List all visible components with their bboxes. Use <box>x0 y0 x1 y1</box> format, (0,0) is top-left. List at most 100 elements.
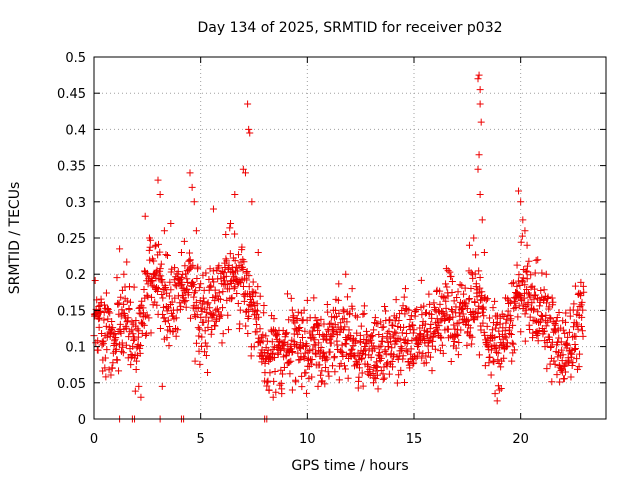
data-point <box>123 297 131 305</box>
data-point <box>355 373 363 381</box>
data-point <box>104 305 112 313</box>
data-point <box>379 375 387 383</box>
data-point <box>462 300 470 308</box>
data-point <box>285 358 293 366</box>
data-point <box>122 324 130 332</box>
data-point <box>195 284 203 292</box>
data-point <box>465 296 473 304</box>
y-tick-label: 0.15 <box>57 304 86 319</box>
data-point <box>234 251 242 259</box>
data-point <box>434 318 442 326</box>
data-point <box>202 313 210 321</box>
data-point <box>245 312 253 320</box>
data-point <box>267 349 275 357</box>
data-point <box>549 318 557 326</box>
data-point <box>94 346 102 354</box>
data-point <box>97 307 105 315</box>
data-point <box>355 364 363 372</box>
data-point <box>521 227 529 235</box>
data-point <box>476 100 484 108</box>
data-point <box>341 340 349 348</box>
data-point <box>444 292 452 300</box>
data-point <box>159 294 167 302</box>
data-point <box>460 290 468 298</box>
data-point <box>181 298 189 306</box>
data-point <box>280 345 288 353</box>
y-tick-labels: 0 0.05 0.1 0.15 0.2 0.25 0.3 0.35 0.4 0.45 0.5 <box>57 51 86 428</box>
data-point <box>190 198 198 206</box>
data-point <box>565 358 573 366</box>
data-point <box>117 293 125 301</box>
data-point <box>542 270 550 278</box>
data-point <box>337 319 345 327</box>
data-point <box>113 274 121 282</box>
data-point <box>140 286 148 294</box>
data-point <box>166 278 174 286</box>
data-point <box>174 268 182 276</box>
data-point <box>474 75 482 83</box>
data-point <box>260 309 268 317</box>
data-point <box>286 370 294 378</box>
data-point <box>272 332 280 340</box>
y-tick-label: 0 <box>78 413 86 428</box>
data-point <box>105 308 113 316</box>
data-point <box>513 282 521 290</box>
data-point <box>494 356 502 364</box>
data-point <box>548 378 556 386</box>
data-point <box>475 151 483 159</box>
data-point <box>428 367 436 375</box>
data-point <box>138 297 146 305</box>
data-point <box>467 285 475 293</box>
data-point <box>211 322 219 330</box>
data-point <box>226 250 234 258</box>
data-point <box>497 363 505 371</box>
data-point <box>152 241 160 249</box>
data-point <box>292 378 300 386</box>
data-point <box>407 345 415 353</box>
data-point <box>199 294 207 302</box>
x-tick-label: 15 <box>406 432 423 447</box>
data-point <box>206 304 214 312</box>
data-point <box>560 375 568 383</box>
data-point <box>385 370 393 378</box>
data-point <box>442 280 450 288</box>
data-point <box>534 256 542 264</box>
data-point <box>450 337 458 345</box>
data-point <box>110 337 118 345</box>
data-point <box>351 353 359 361</box>
data-point <box>514 313 522 321</box>
data-point <box>171 264 179 272</box>
data-point <box>302 369 310 377</box>
data-point <box>491 334 499 342</box>
data-point <box>393 379 401 387</box>
grid-layer <box>94 57 606 419</box>
data-point <box>426 325 434 333</box>
data-point <box>185 288 193 296</box>
data-point <box>386 333 394 341</box>
data-point <box>488 326 496 334</box>
data-point <box>377 318 385 326</box>
data-point <box>219 330 227 338</box>
data-point <box>314 321 322 329</box>
data-point <box>534 337 542 345</box>
data-point <box>216 295 224 303</box>
data-point <box>502 319 510 327</box>
data-point <box>448 288 456 296</box>
data-point <box>189 281 197 289</box>
data-point <box>538 312 546 320</box>
data-point <box>367 353 375 361</box>
data-point <box>98 329 106 337</box>
data-point <box>262 332 270 340</box>
data-point <box>438 341 446 349</box>
data-point <box>524 262 532 270</box>
data-point <box>362 327 370 335</box>
data-point <box>186 169 194 177</box>
data-point <box>399 352 407 360</box>
data-point <box>107 371 115 379</box>
data-point <box>145 314 153 322</box>
data-point <box>506 329 514 337</box>
data-point <box>165 342 173 350</box>
data-point <box>448 277 456 285</box>
data-point <box>343 318 351 326</box>
data-point <box>212 316 220 324</box>
